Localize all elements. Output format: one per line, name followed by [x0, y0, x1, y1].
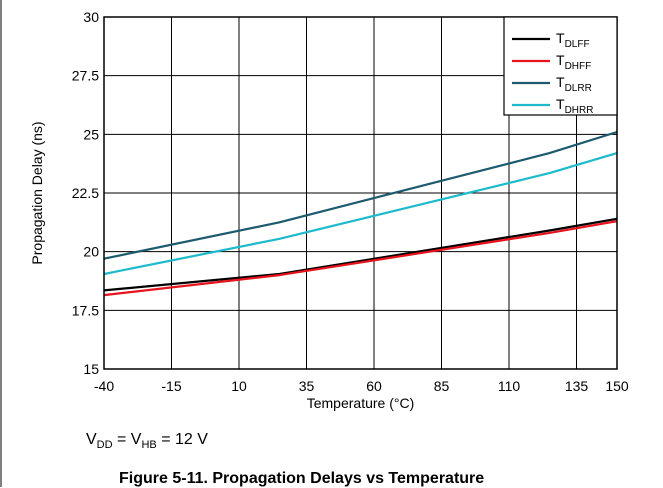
test-condition: VDD = VHB = 12 V — [86, 431, 208, 452]
y-tick-label: 17.5 — [72, 302, 99, 318]
x-tick-label: 150 — [605, 378, 629, 394]
propagation-delay-chart: -40 -15 10 35 60 85 110 135 150 15 17.5 20 22.5 25 27… — [29, 9, 629, 411]
legend-label-dhff: TDHFF — [556, 52, 591, 72]
y-tick-label: 25 — [83, 126, 99, 142]
y-tick-labels: 15 17.5 20 22.5 25 27.5 30 — [72, 9, 99, 377]
x-tick-label: -40 — [94, 378, 114, 394]
y-tick-label: 27.5 — [72, 68, 99, 84]
plot-frame — [103, 16, 618, 370]
series-line-dhrr — [103, 152, 618, 276]
series-line-dhff — [103, 220, 618, 297]
x-tick-label: 35 — [299, 378, 315, 394]
y-tick-label: 20 — [83, 244, 99, 260]
y-axis-title: Propagation Delay (ns) — [29, 121, 45, 264]
y-tick-label: 22.5 — [72, 185, 99, 201]
legend-box — [503, 16, 618, 116]
page-left-rule — [0, 0, 2, 487]
x-tick-label: 85 — [434, 378, 450, 394]
y-tick-label: 15 — [83, 361, 99, 377]
x-tick-label: -15 — [161, 378, 181, 394]
y-tick-label: 30 — [83, 9, 99, 25]
legend-label-dlff: TDLFF — [556, 30, 590, 50]
legend-label-dhrr: TDHRR — [556, 96, 593, 116]
series-lines — [103, 130, 618, 297]
x-tick-labels: -40 -15 10 35 60 85 110 135 150 — [94, 378, 629, 394]
series-line-dlrr — [103, 130, 618, 260]
x-tick-label: 110 — [498, 378, 521, 394]
x-tick-label: 135 — [565, 378, 589, 394]
series-line-dlff — [103, 217, 618, 292]
x-tick-label: 10 — [231, 378, 247, 394]
figure-caption: Figure 5-11. Propagation Delays vs Tempe… — [119, 470, 485, 487]
x-axis-title: Temperature (°C) — [307, 395, 415, 411]
legend-label-dlrr: TDLRR — [556, 74, 592, 94]
x-tick-label: 60 — [366, 378, 382, 394]
